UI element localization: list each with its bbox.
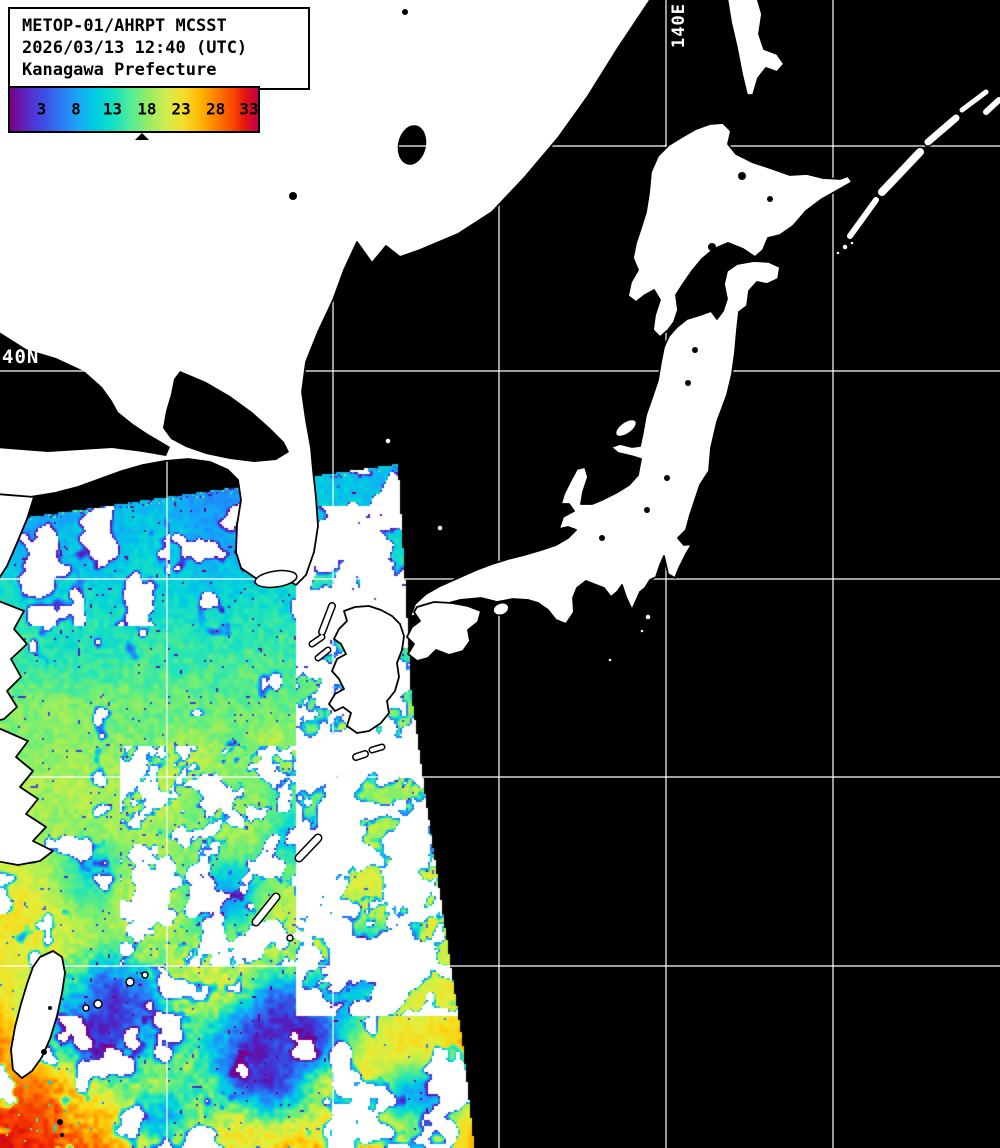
longitude-label-140e: 140E	[669, 3, 689, 48]
graticule-segments-over-sea	[0, 145, 426, 372]
colorbar-tick-label: 28	[205, 99, 226, 119]
colorbar-tick-label: 13	[102, 99, 123, 119]
product-datetime: 2026/03/13 12:40 (UTC)	[22, 38, 248, 58]
colorbar-tick-label: 23	[171, 99, 191, 119]
colorbar-tick-label: 18	[137, 99, 157, 119]
inland-seas	[0, 9, 773, 1137]
temperature-colorbar: 3 8 13 18 23 28 33	[8, 86, 260, 133]
landmasses	[0, 0, 853, 1079]
small-islands	[82, 88, 1000, 1012]
colorbar-tick-label: 3	[36, 99, 47, 119]
colorbar-tick-label: 33	[239, 99, 259, 119]
colorbar-marker-icon	[135, 133, 150, 140]
colorbar-tick-label: 8	[71, 99, 81, 119]
product-name: METOP-01/AHRPT MCSST	[22, 16, 227, 36]
title-box: METOP-01/AHRPT MCSST 2026/03/13 12:40 (U…	[8, 7, 310, 90]
product-region: Kanagawa Prefecture	[22, 60, 217, 80]
latitude-label-40n: 40N	[2, 346, 40, 368]
